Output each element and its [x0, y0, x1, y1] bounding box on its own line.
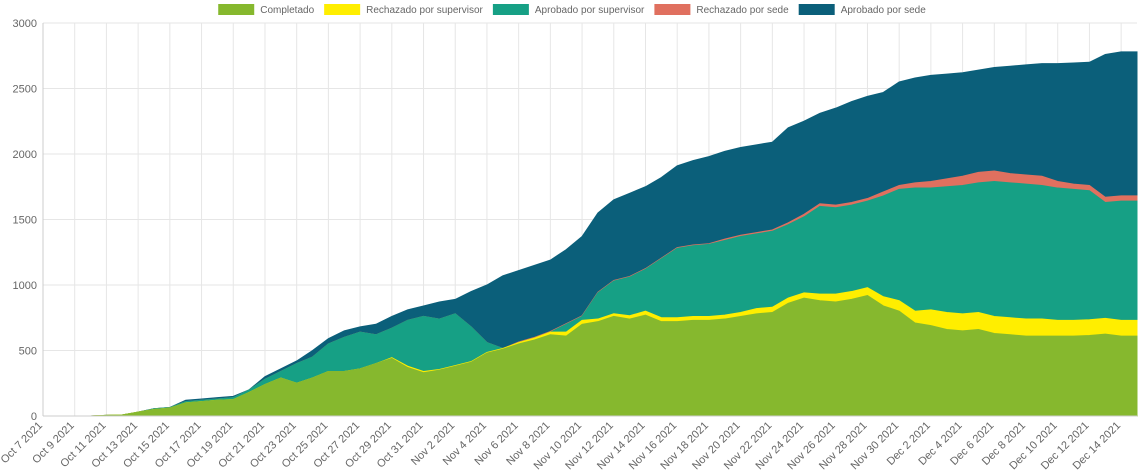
y-tick-label: 3000	[13, 18, 37, 30]
legend-swatch	[654, 4, 691, 15]
legend[interactable]: Completado Rechazado por supervisor Aproba…	[218, 4, 926, 16]
legend-item-aprobado-por-sede[interactable]: Aprobado por sede	[798, 4, 927, 16]
y-tick-label: 0	[31, 411, 37, 423]
legend-label: Aprobado por supervisor	[535, 5, 645, 16]
legend-item-rechazado-por-sede[interactable]: Rechazado por sede	[654, 4, 789, 16]
y-tick-label: 1000	[13, 280, 37, 292]
legend-swatch	[492, 4, 529, 15]
y-tick-label: 500	[19, 346, 37, 358]
y-tick-label: 1500	[13, 215, 37, 227]
legend-item-completado[interactable]: Completado	[218, 4, 315, 16]
y-tick-label: 2000	[13, 149, 37, 161]
legend-swatch	[324, 4, 361, 15]
legend-item-aprobado-por-supervisor[interactable]: Aprobado por supervisor	[492, 4, 645, 16]
legend-label: Aprobado por sede	[841, 5, 927, 16]
series-areas	[43, 51, 1138, 417]
y-tick-label: 2500	[13, 84, 37, 96]
legend-item-rechazado-por-supervisor[interactable]: Rechazado por supervisor	[324, 4, 484, 16]
legend-swatch	[218, 4, 255, 15]
legend-label: Completado	[260, 5, 314, 16]
legend-label: Rechazado por supervisor	[366, 5, 483, 16]
legend-swatch	[798, 4, 835, 15]
legend-label: Rechazado por sede	[696, 5, 789, 16]
